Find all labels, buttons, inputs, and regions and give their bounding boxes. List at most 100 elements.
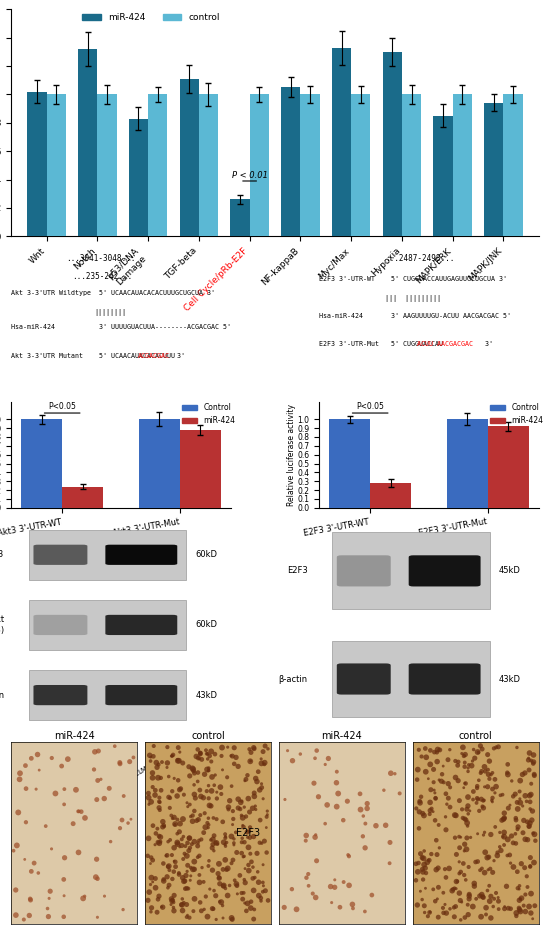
- Point: [185, 830, 194, 845]
- Point: [459, 740, 468, 755]
- Point: [223, 861, 232, 876]
- Point: [125, 754, 134, 769]
- Point: [96, 772, 105, 787]
- FancyBboxPatch shape: [332, 533, 490, 609]
- Point: [197, 832, 206, 847]
- Point: [93, 910, 102, 925]
- Point: [477, 792, 486, 807]
- Point: [529, 755, 538, 770]
- Point: [15, 766, 24, 781]
- Point: [512, 909, 521, 924]
- Point: [257, 756, 266, 771]
- Point: [199, 874, 208, 889]
- Point: [421, 881, 430, 896]
- Point: [60, 782, 69, 797]
- Point: [234, 801, 243, 815]
- Point: [180, 846, 189, 861]
- Point: [334, 787, 343, 801]
- Point: [235, 868, 244, 883]
- Text: HCCLM3$^{control}$: HCCLM3$^{control}$: [425, 766, 473, 800]
- Point: [190, 862, 199, 877]
- Point: [149, 749, 158, 764]
- FancyBboxPatch shape: [332, 641, 490, 717]
- Point: [229, 838, 238, 853]
- Point: [438, 767, 447, 782]
- Point: [514, 819, 522, 834]
- Point: [260, 833, 269, 848]
- Point: [232, 876, 241, 891]
- Point: [57, 759, 66, 773]
- Point: [215, 870, 224, 885]
- Point: [160, 873, 168, 888]
- Point: [209, 811, 218, 826]
- Point: [208, 837, 217, 852]
- Point: [223, 888, 232, 903]
- Point: [225, 878, 234, 893]
- Point: [244, 840, 253, 855]
- Point: [442, 906, 451, 921]
- Point: [168, 811, 177, 826]
- Point: [434, 817, 443, 832]
- Point: [492, 885, 500, 900]
- Point: [206, 832, 215, 847]
- Point: [190, 891, 199, 906]
- Point: [211, 768, 219, 783]
- Point: [493, 848, 502, 863]
- Point: [221, 837, 229, 852]
- Y-axis label: E2F3: E2F3: [236, 828, 260, 838]
- Point: [212, 912, 221, 926]
- FancyBboxPatch shape: [34, 545, 87, 564]
- Point: [183, 835, 192, 850]
- Bar: [329, 419, 370, 508]
- Point: [491, 772, 499, 787]
- Point: [453, 874, 462, 889]
- Point: [453, 758, 462, 773]
- Point: [415, 804, 424, 819]
- Point: [252, 846, 261, 861]
- Point: [209, 901, 218, 916]
- Point: [324, 751, 333, 766]
- Bar: [97, 94, 117, 236]
- Point: [455, 885, 464, 900]
- Point: [526, 906, 535, 921]
- Point: [314, 789, 323, 804]
- Point: [257, 836, 266, 851]
- Point: [195, 783, 204, 798]
- Point: [361, 841, 370, 856]
- Title: miR-424: miR-424: [322, 731, 362, 742]
- Point: [498, 813, 507, 828]
- Point: [254, 875, 263, 890]
- FancyBboxPatch shape: [29, 530, 186, 579]
- Point: [232, 825, 240, 840]
- Point: [499, 812, 508, 827]
- Point: [507, 829, 516, 843]
- Point: [90, 762, 98, 777]
- Point: [430, 745, 439, 759]
- Point: [238, 835, 246, 850]
- Point: [503, 848, 512, 863]
- Point: [519, 898, 528, 913]
- Point: [19, 912, 28, 927]
- Bar: [21, 419, 62, 508]
- Point: [212, 835, 221, 850]
- Text: 3': 3': [173, 353, 185, 359]
- Point: [74, 804, 83, 819]
- Point: [236, 801, 245, 816]
- Point: [509, 835, 518, 850]
- Point: [487, 767, 496, 782]
- Point: [219, 878, 228, 893]
- Point: [512, 836, 520, 851]
- Point: [249, 740, 258, 755]
- Bar: [28, 91, 47, 236]
- Point: [175, 782, 184, 797]
- Point: [124, 815, 133, 830]
- Point: [153, 905, 162, 920]
- Point: [246, 846, 255, 861]
- Point: [428, 804, 437, 819]
- Point: [488, 790, 497, 805]
- Point: [426, 743, 434, 758]
- Point: [464, 859, 473, 874]
- Point: [197, 752, 206, 767]
- Point: [144, 893, 152, 908]
- Point: [170, 841, 179, 856]
